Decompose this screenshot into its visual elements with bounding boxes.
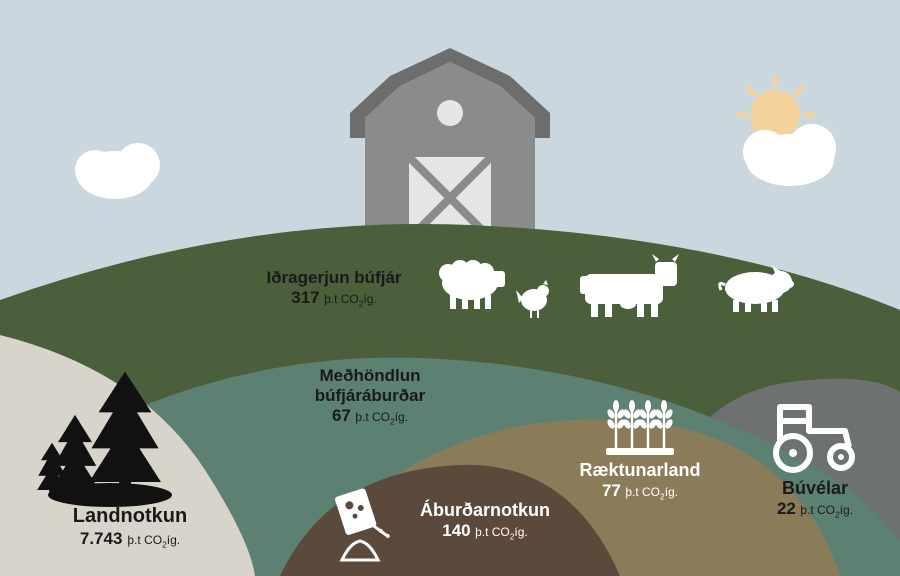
livestock-unit: þ.t CO2íg.: [324, 292, 377, 306]
machinery-title: Búvélar: [745, 478, 885, 499]
cropland-title: Ræktunarland: [550, 460, 730, 481]
livestock-label: Iðragerjun búfjár 317 þ.t CO2íg.: [244, 268, 424, 308]
landuse-title: Landnotkun: [30, 505, 230, 528]
fertilizer-value: 140: [442, 521, 470, 540]
landuse-label: Landnotkun 7.743 þ.t CO2íg.: [30, 505, 230, 549]
landuse-unit: þ.t CO2íg.: [127, 533, 180, 547]
manure-label: Meðhöndlun búfjáráburðar 67 þ.t CO2íg.: [280, 366, 460, 426]
machinery-unit: þ.t CO2íg.: [800, 503, 853, 517]
manure-unit: þ.t CO2íg.: [355, 410, 408, 424]
machinery-label: Búvélar 22 þ.t CO2íg.: [745, 478, 885, 519]
manure-title-1: Meðhöndlun: [280, 366, 460, 386]
manure-value: 67: [332, 406, 351, 425]
livestock-title: Iðragerjun búfjár: [244, 268, 424, 288]
livestock-value: 317: [291, 288, 319, 307]
fertilizer-title: Áburðarnotkun: [385, 500, 585, 521]
fertilizer-unit: þ.t CO2íg.: [475, 525, 528, 539]
cropland-label: Ræktunarland 77 þ.t CO2íg.: [550, 460, 730, 501]
manure-title-2: búfjáráburðar: [280, 386, 460, 406]
cropland-value: 77: [602, 481, 621, 500]
fertilizer-label: Áburðarnotkun 140 þ.t CO2íg.: [385, 500, 585, 541]
landuse-value: 7.743: [80, 529, 123, 548]
cropland-unit: þ.t CO2íg.: [625, 485, 678, 499]
infographic-stage: Iðragerjun búfjár 317 þ.t CO2íg. Meðhönd…: [0, 0, 900, 576]
machinery-value: 22: [777, 499, 796, 518]
